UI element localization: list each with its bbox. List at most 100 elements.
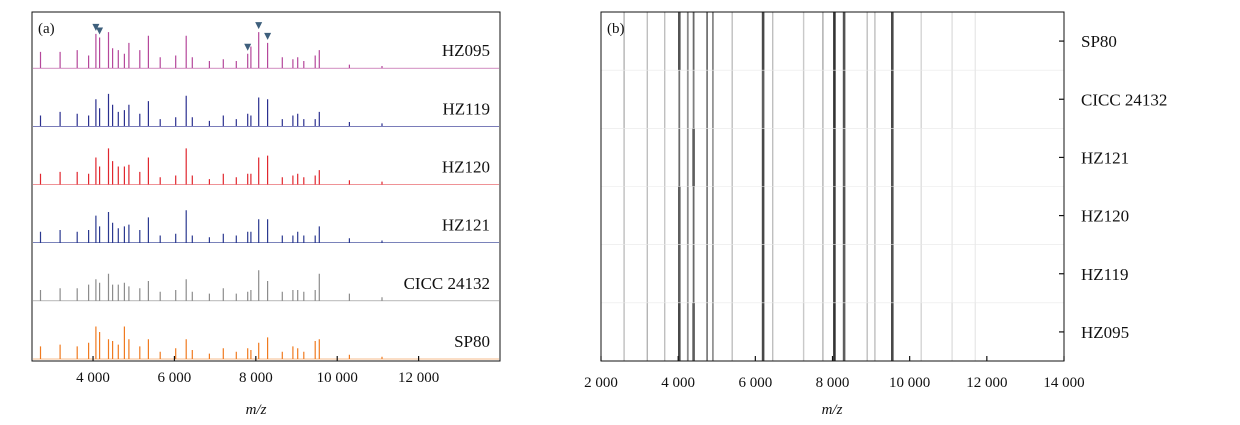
heatmap-band [802, 302, 805, 361]
spectrum-peaks [39, 210, 383, 243]
heatmap-band [678, 244, 681, 303]
row-label: HZ120 [1081, 207, 1129, 226]
heatmap-band [891, 244, 894, 303]
heatmap-band [623, 244, 625, 303]
heatmap-band [712, 128, 714, 187]
spectrum-peaks [39, 148, 383, 185]
heatmap-band [802, 244, 805, 303]
x-tick-label: 2 000 [584, 375, 618, 391]
heatmap-band [974, 186, 976, 245]
panel-b-letter: (b) [607, 21, 625, 37]
heatmap-band [664, 302, 666, 361]
heatmap-band [920, 128, 922, 187]
heatmap-band [891, 70, 894, 129]
heatmap-band [802, 186, 805, 245]
heatmap-band [833, 70, 836, 129]
spectra-labels: HZ095 HZ119 HZ120 HZ121 CICC 24132 SP80 [404, 41, 490, 351]
heatmap-band [706, 128, 708, 187]
heatmap-band [623, 128, 625, 187]
spectra-lines [39, 32, 383, 359]
heatmap-band [951, 70, 953, 129]
x-axis-ticks-b: 2 000 4 000 6 000 8 000 10 000 12 000 14 000 [584, 356, 1085, 391]
heatmap-band [761, 186, 765, 245]
heatmap-band [833, 128, 836, 187]
row-label: SP80 [1081, 32, 1117, 51]
heatmap-band [866, 12, 868, 71]
heatmap-band [833, 302, 836, 361]
x-tick-label: 6 000 [738, 375, 772, 391]
x-axis-ticks: 4 000 6 000 8 000 10 000 12 000 [76, 356, 439, 386]
heatmap-band [731, 302, 733, 361]
heatmap-band [874, 186, 876, 245]
heatmap-band [761, 244, 765, 303]
heatmap-band [664, 186, 666, 245]
heatmap-band [664, 244, 666, 303]
heatmap-band [891, 12, 894, 71]
heatmap-band [822, 244, 824, 303]
heatmap-band [920, 70, 922, 129]
heatmap-band [731, 186, 733, 245]
heatmap-band [866, 302, 868, 361]
heatmap-band [874, 244, 876, 303]
spectrum-peaks [39, 270, 383, 301]
x-tick-label: 12 000 [966, 375, 1007, 391]
spectra-baselines [33, 67, 499, 360]
heatmap-band [822, 186, 824, 245]
heatmap-band [891, 302, 894, 361]
heatmap-row-labels: SP80 CICC 24132 HZ121 HZ120 HZ119 HZ095 [1059, 32, 1167, 342]
spectrum-peaks [39, 93, 383, 127]
heatmap-bands [623, 12, 976, 361]
heatmap-band [822, 12, 824, 71]
heatmap-band [686, 302, 689, 361]
heatmap-band [623, 70, 625, 129]
heatmap-band [833, 12, 836, 71]
peak-marker [255, 22, 263, 30]
x-tick-label: 10 000 [317, 370, 358, 386]
peak-marker [244, 43, 252, 51]
heatmap-band [731, 12, 733, 71]
heatmap-band [646, 302, 648, 361]
peak-marker [96, 27, 104, 35]
x-tick-label: 10 000 [889, 375, 930, 391]
heatmap-band [706, 244, 708, 303]
heatmap-band [920, 302, 922, 361]
heatmap-band [920, 12, 922, 71]
heatmap-band [664, 128, 666, 187]
heatmap-band [822, 302, 824, 361]
heatmap-band [664, 12, 666, 71]
heatmap-band [706, 70, 708, 129]
heatmap-band [772, 244, 774, 303]
heatmap-band [891, 186, 894, 245]
row-label: CICC 24132 [1081, 90, 1167, 109]
heatmap-band [664, 70, 666, 129]
heatmap-band [822, 128, 824, 187]
x-tick-label: 12 000 [398, 370, 439, 386]
heatmap-band [623, 12, 625, 71]
heatmap-band [712, 186, 714, 245]
heatmap-band [646, 186, 648, 245]
heatmap-band [974, 302, 976, 361]
spectra-panel: (a) HZ095 HZ119 HZ120 HZ121 CICC 24132 SP80 4… [31, 11, 501, 418]
heatmap-band [874, 302, 876, 361]
heatmap-band [866, 70, 868, 129]
heatmap-band [706, 186, 708, 245]
heatmap-band [692, 128, 695, 187]
heatmap-band [874, 12, 876, 71]
heatmap-band [686, 186, 689, 245]
heatmap-band [842, 128, 846, 187]
x-tick-label: 4 000 [661, 375, 695, 391]
heatmap-band [833, 186, 836, 245]
x-tick-label: 4 000 [76, 370, 110, 386]
spectra-frame [31, 11, 501, 362]
heatmap-band [646, 128, 648, 187]
heatmap-band [920, 244, 922, 303]
heatmap-band [646, 244, 648, 303]
row-label: HZ121 [1081, 148, 1129, 167]
spectrum-label: HZ119 [442, 99, 490, 118]
row-label: HZ095 [1081, 323, 1129, 342]
x-tick-label: 8 000 [816, 375, 850, 391]
heatmap-band [692, 302, 695, 361]
heatmap-band [706, 12, 708, 71]
heatmap-band [842, 244, 846, 303]
heatmap-band [706, 302, 708, 361]
